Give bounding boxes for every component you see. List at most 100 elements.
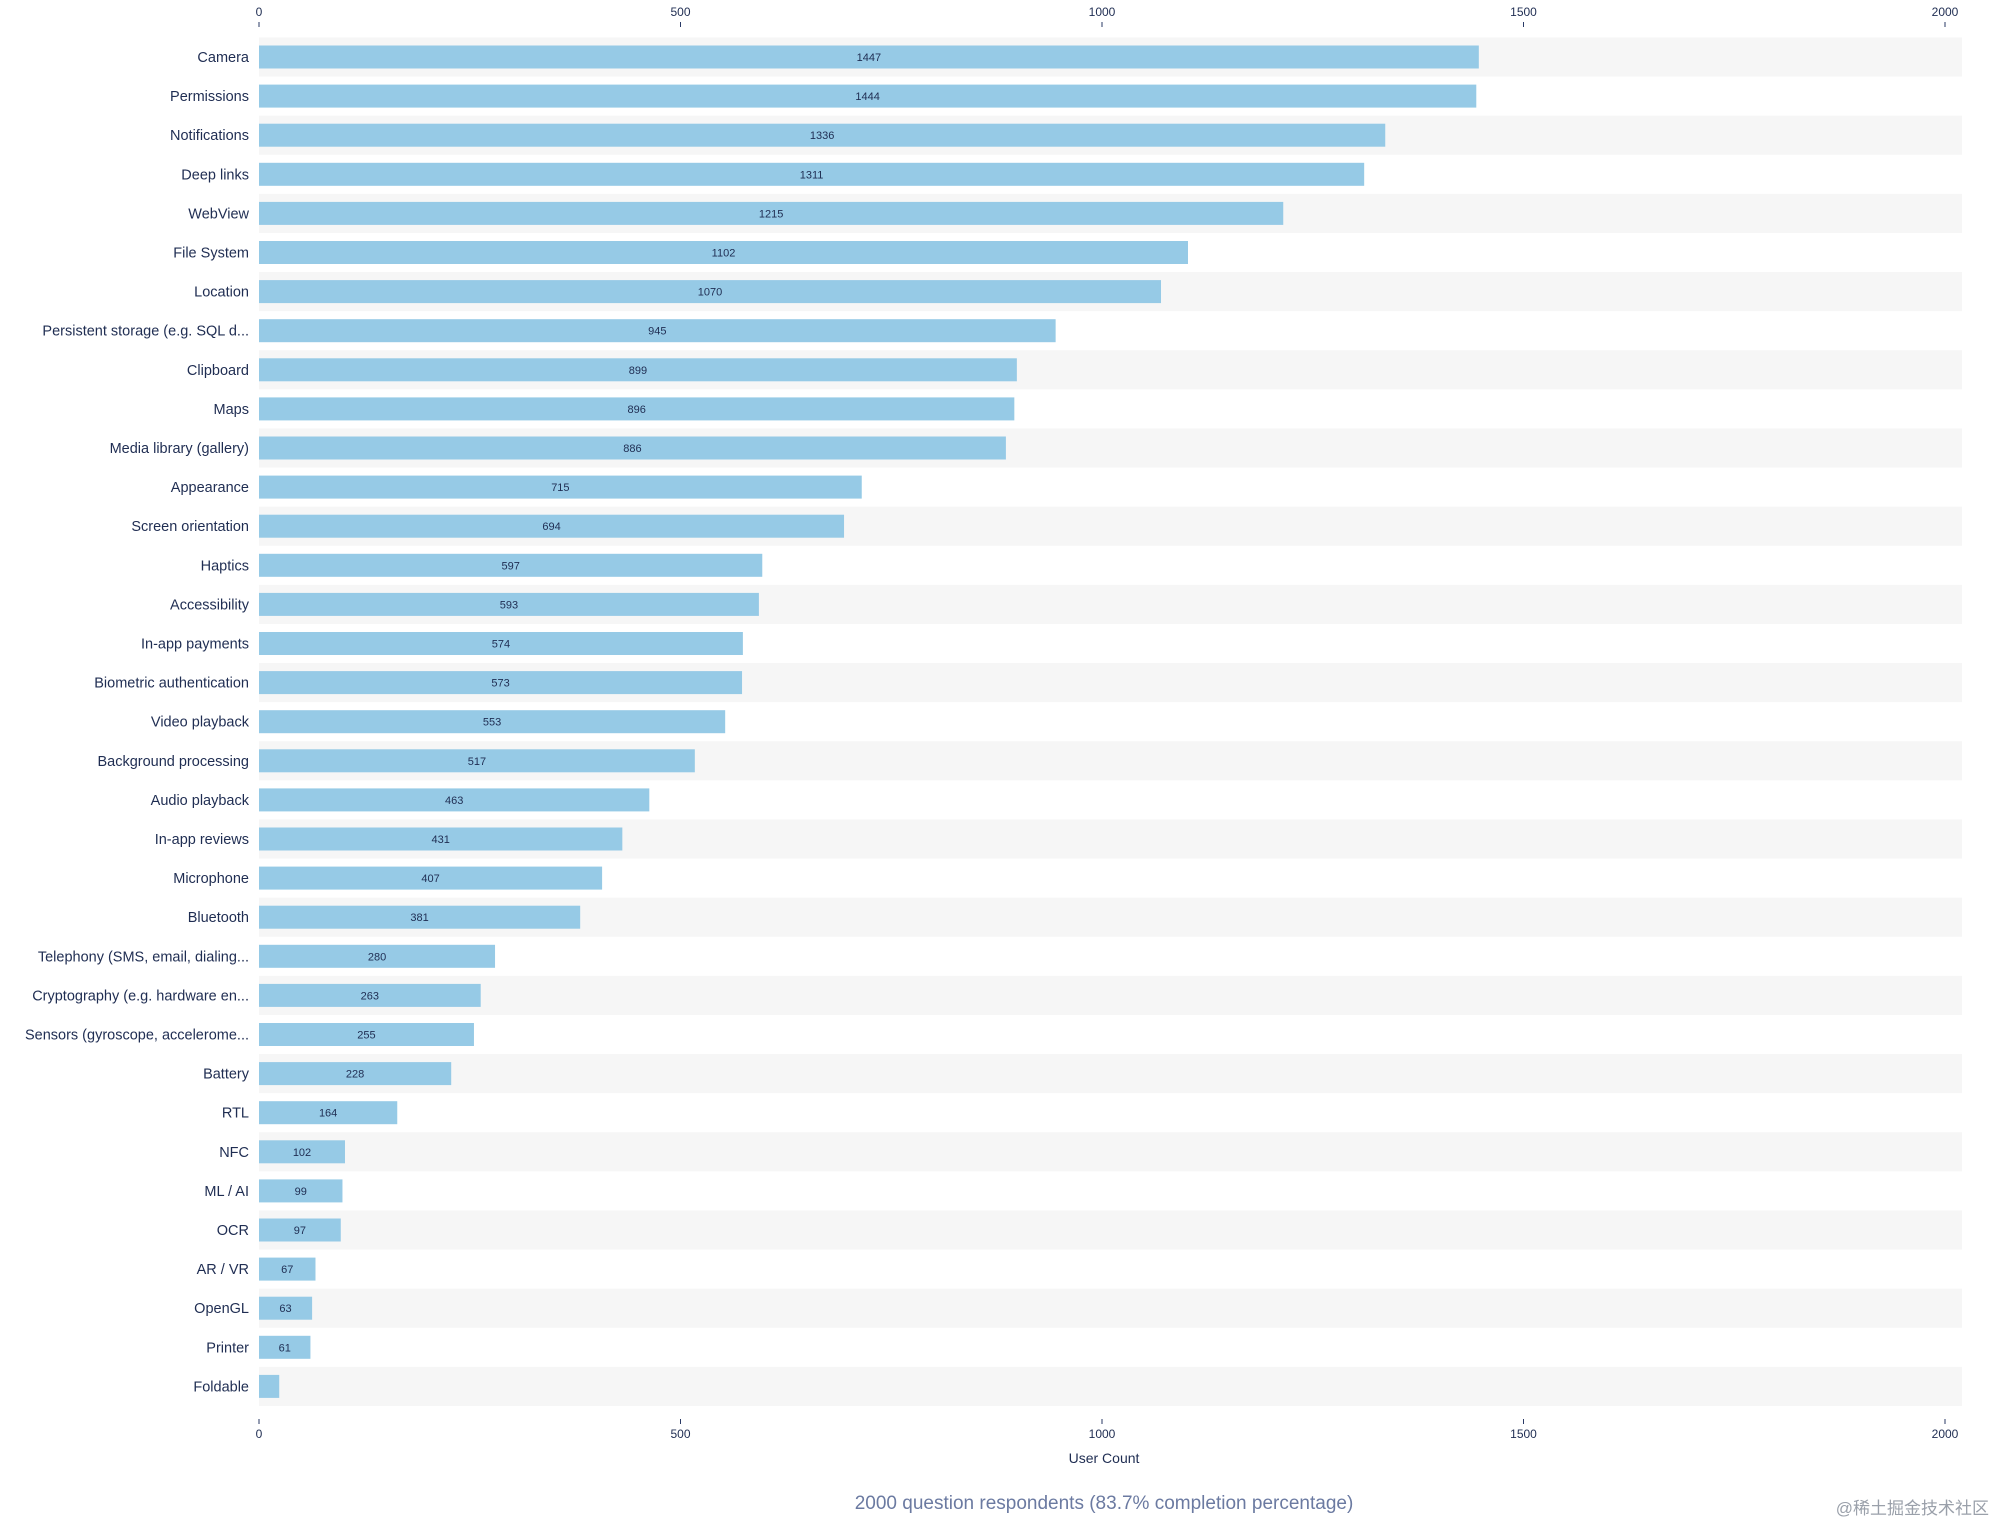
x-axis-title: User Count [1069, 1450, 1140, 1466]
top-tick-label: 0 [256, 5, 263, 19]
bar [259, 1101, 398, 1125]
bottom-axis: 0 500 1000 1500 2000 [256, 1419, 1959, 1441]
row-band [259, 1132, 1962, 1172]
category-label: In-app reviews [155, 832, 249, 848]
category-label: Haptics [201, 558, 249, 574]
category-label: Screen orientation [131, 519, 249, 535]
category-label: Bluetooth [188, 910, 249, 926]
bar-value-label: 67 [281, 1264, 293, 1276]
category-label: RTL [222, 1106, 249, 1122]
top-tick-label: 500 [670, 5, 690, 19]
bar-value-label: 280 [368, 951, 386, 963]
row-band [259, 1210, 1962, 1250]
bottom-tick-label: 0 [256, 1427, 263, 1441]
category-label: Cryptography (e.g. hardware en... [32, 988, 249, 1004]
bar [259, 1374, 280, 1398]
bar [259, 45, 1479, 69]
category-label: Persistent storage (e.g. SQL d... [42, 324, 249, 340]
bar [259, 1062, 452, 1086]
category-label: Telephony (SMS, email, dialing... [38, 949, 249, 965]
bar [259, 280, 1162, 304]
category-label: Permissions [170, 89, 249, 105]
bar-value-label: 1215 [759, 208, 783, 220]
bar [259, 1179, 343, 1203]
bar [259, 201, 1284, 225]
category-label: Deep links [181, 167, 249, 183]
bar [259, 162, 1365, 186]
bar-value-label: 896 [627, 404, 645, 416]
bar [259, 358, 1017, 382]
top-tick-label: 2000 [1932, 5, 1959, 19]
category-label: Sensors (gyroscope, accelerome... [25, 1028, 249, 1044]
bar-value-label: 574 [492, 639, 510, 651]
bar-value-label: 431 [431, 834, 449, 846]
bar [259, 905, 581, 929]
category-label: Notifications [170, 128, 249, 144]
category-label: ML / AI [204, 1184, 249, 1200]
bottom-tick-label: 1000 [1089, 1427, 1116, 1441]
bar [259, 1023, 474, 1046]
bar [259, 241, 1188, 264]
bar-value-label: 164 [319, 1108, 337, 1120]
top-tick-label: 1000 [1089, 5, 1116, 19]
bars: 1447 1444 1336 1311 1215 1102 1070 945 899 896 886… [259, 45, 1479, 1398]
bar-value-label: 517 [468, 756, 486, 768]
category-label: Microphone [173, 871, 249, 887]
category-label: Biometric authentication [94, 676, 249, 692]
bar [259, 671, 743, 695]
category-label: OpenGL [194, 1301, 249, 1317]
bar [259, 749, 695, 773]
bar-value-label: 102 [293, 1147, 311, 1159]
category-label: WebView [188, 206, 249, 222]
bar [259, 983, 481, 1007]
category-label: In-app payments [141, 637, 249, 653]
bar-value-label: 597 [501, 560, 519, 572]
bar-value-label: 61 [279, 1342, 291, 1354]
bar [259, 788, 650, 812]
bar-value-label: 1311 [800, 169, 824, 181]
bar-value-label: 899 [629, 365, 647, 377]
bar [259, 475, 862, 499]
bar-value-label: 1102 [712, 248, 736, 260]
bar-value-label: 255 [357, 1030, 375, 1042]
category-label: OCR [217, 1223, 249, 1239]
row-band [259, 1288, 1962, 1328]
bar-value-label: 1447 [857, 52, 881, 64]
category-label: Location [194, 285, 249, 301]
bottom-tick-label: 500 [670, 1427, 690, 1441]
top-axis: 0 500 1000 1500 2000 [256, 5, 1959, 27]
bottom-tick-label: 2000 [1932, 1427, 1959, 1441]
bar [259, 1296, 313, 1320]
category-label: Maps [214, 402, 249, 418]
row-band [259, 1054, 1962, 1094]
category-label: Camera [197, 50, 250, 66]
row-band [259, 975, 1962, 1015]
bar [259, 319, 1056, 343]
category-label: Clipboard [187, 363, 249, 379]
bar-value-label: 381 [410, 912, 428, 924]
bar-value-label: 573 [491, 678, 509, 690]
bar [259, 632, 743, 655]
bar-value-label: 263 [361, 990, 379, 1002]
category-label: Media library (gallery) [110, 441, 249, 457]
category-label: Printer [206, 1340, 249, 1356]
bar [259, 553, 763, 577]
bar-value-label: 694 [542, 521, 560, 533]
category-label: Appearance [171, 480, 249, 496]
bar-value-label: 463 [445, 795, 463, 807]
category-labels: Camera Permissions Notifications Deep links… [25, 50, 250, 1395]
bar-value-label: 553 [483, 717, 501, 729]
bar [259, 1140, 345, 1164]
bar-value-label: 1444 [855, 91, 879, 103]
bar-value-label: 228 [346, 1069, 364, 1081]
bar [259, 944, 496, 968]
bar-value-label: 593 [500, 599, 518, 611]
bar [259, 710, 726, 734]
row-band [259, 1366, 1962, 1406]
category-label: Accessibility [170, 597, 250, 613]
bar-value-label: 886 [623, 443, 641, 455]
bar-value-label: 97 [294, 1225, 306, 1237]
category-label: Audio playback [151, 793, 250, 809]
